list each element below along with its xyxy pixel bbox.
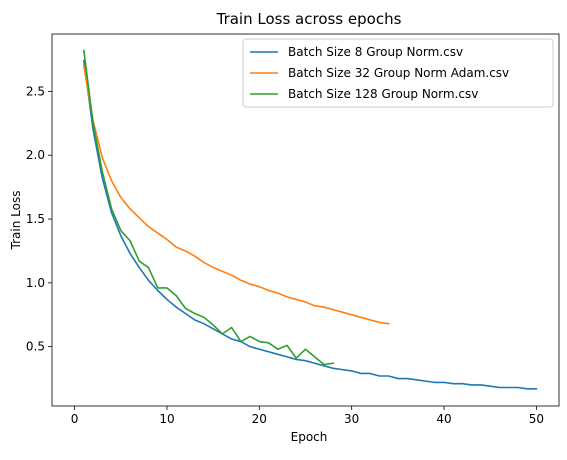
legend-box xyxy=(242,38,554,108)
y-tick-label: 1.0 xyxy=(26,276,45,290)
x-tick-label: 10 xyxy=(159,412,174,426)
series-line-1 xyxy=(82,59,538,390)
y-tick-label: 2.5 xyxy=(26,84,45,98)
series-line-2 xyxy=(82,64,390,325)
y-tick-label: 2.0 xyxy=(26,148,45,162)
x-tick-label: 50 xyxy=(529,412,544,426)
x-tick-label: 40 xyxy=(436,412,451,426)
x-axis-ticks: 0 10 20 30 40 50 xyxy=(71,406,544,426)
x-axis-label: Epoch xyxy=(291,430,328,444)
y-tick-label: 1.5 xyxy=(26,212,45,226)
legend-entry-label: Batch Size 8 Group Norm.csv xyxy=(288,45,463,59)
chart-title: Train Loss across epochs xyxy=(216,10,402,28)
legend-entry-label: Batch Size 128 Group Norm.csv xyxy=(288,87,478,101)
x-tick-label: 30 xyxy=(344,412,359,426)
y-tick-label: 0.5 xyxy=(26,340,45,354)
series-layer xyxy=(82,49,538,390)
legend: Batch Size 8 Group Norm.csv Batch Size 32… xyxy=(242,38,554,108)
series-line-3 xyxy=(82,49,335,366)
y-axis-ticks: 0.5 1.0 1.5 2.0 2.5 xyxy=(26,84,52,354)
x-tick-label: 20 xyxy=(252,412,267,426)
legend-entry-label: Batch Size 32 Group Norm Adam.csv xyxy=(288,66,509,80)
plot-frame xyxy=(51,33,560,407)
x-tick-label: 0 xyxy=(71,412,79,426)
y-axis-label: Train Loss xyxy=(9,191,23,251)
